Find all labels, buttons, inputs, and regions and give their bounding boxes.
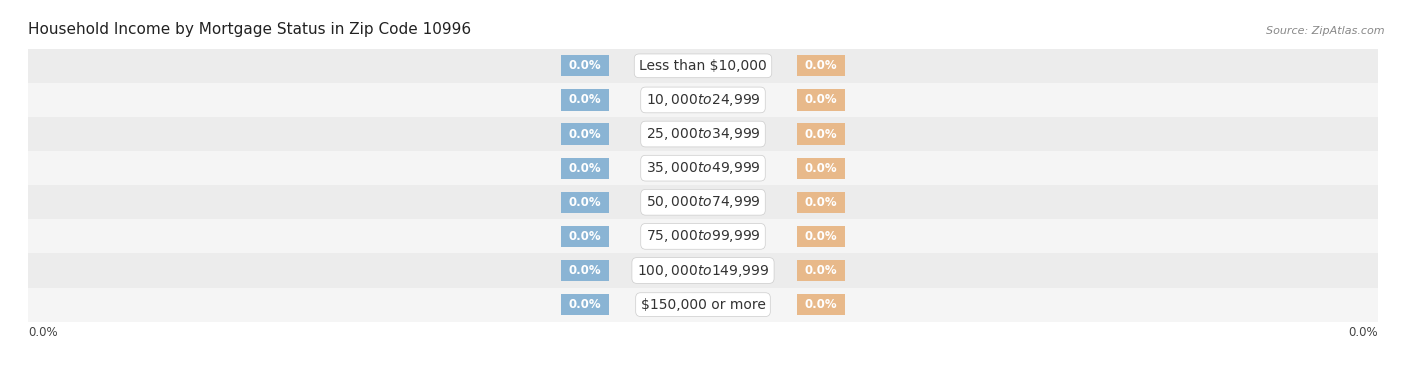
Bar	[797, 124, 845, 145]
Bar	[797, 192, 845, 213]
Text: $50,000 to $74,999: $50,000 to $74,999	[645, 194, 761, 210]
Bar	[561, 192, 609, 213]
Text: $75,000 to $99,999: $75,000 to $99,999	[645, 228, 761, 245]
Text: Household Income by Mortgage Status in Zip Code 10996: Household Income by Mortgage Status in Z…	[28, 22, 471, 37]
Bar	[561, 158, 609, 179]
Text: 0.0%: 0.0%	[804, 298, 838, 311]
Bar	[28, 253, 1378, 288]
Bar	[561, 124, 609, 145]
Text: 0.0%: 0.0%	[568, 59, 602, 72]
Text: 0.0%: 0.0%	[28, 326, 58, 339]
Text: 0.0%: 0.0%	[1348, 326, 1378, 339]
Text: 0.0%: 0.0%	[568, 93, 602, 107]
Bar	[797, 294, 845, 315]
Bar	[561, 226, 609, 247]
Text: 0.0%: 0.0%	[568, 264, 602, 277]
Bar	[28, 49, 1378, 83]
Text: $100,000 to $149,999: $100,000 to $149,999	[637, 262, 769, 279]
Bar	[561, 260, 609, 281]
Text: 0.0%: 0.0%	[804, 59, 838, 72]
Text: $35,000 to $49,999: $35,000 to $49,999	[645, 160, 761, 176]
Bar	[28, 219, 1378, 253]
Text: 0.0%: 0.0%	[568, 127, 602, 141]
Bar	[797, 226, 845, 247]
Bar	[28, 185, 1378, 219]
Text: $150,000 or more: $150,000 or more	[641, 297, 765, 311]
Text: 0.0%: 0.0%	[804, 162, 838, 175]
Bar	[561, 55, 609, 76]
Text: 0.0%: 0.0%	[568, 298, 602, 311]
Bar	[28, 151, 1378, 185]
Text: 0.0%: 0.0%	[568, 230, 602, 243]
Bar	[561, 294, 609, 315]
Bar	[797, 158, 845, 179]
Bar	[28, 117, 1378, 151]
Text: 0.0%: 0.0%	[804, 196, 838, 209]
Text: 0.0%: 0.0%	[804, 230, 838, 243]
Text: 0.0%: 0.0%	[568, 162, 602, 175]
Bar	[797, 55, 845, 76]
Text: 0.0%: 0.0%	[804, 127, 838, 141]
Legend: Without Mortgage, With Mortgage: Without Mortgage, With Mortgage	[572, 375, 834, 378]
Text: 0.0%: 0.0%	[804, 93, 838, 107]
Text: Less than $10,000: Less than $10,000	[640, 59, 766, 73]
Text: Source: ZipAtlas.com: Source: ZipAtlas.com	[1267, 26, 1385, 36]
Text: 0.0%: 0.0%	[804, 264, 838, 277]
Bar	[28, 288, 1378, 322]
Text: $25,000 to $34,999: $25,000 to $34,999	[645, 126, 761, 142]
Text: 0.0%: 0.0%	[568, 196, 602, 209]
Bar	[28, 83, 1378, 117]
Text: $10,000 to $24,999: $10,000 to $24,999	[645, 92, 761, 108]
Bar	[797, 89, 845, 110]
Bar	[561, 89, 609, 110]
Bar	[797, 260, 845, 281]
